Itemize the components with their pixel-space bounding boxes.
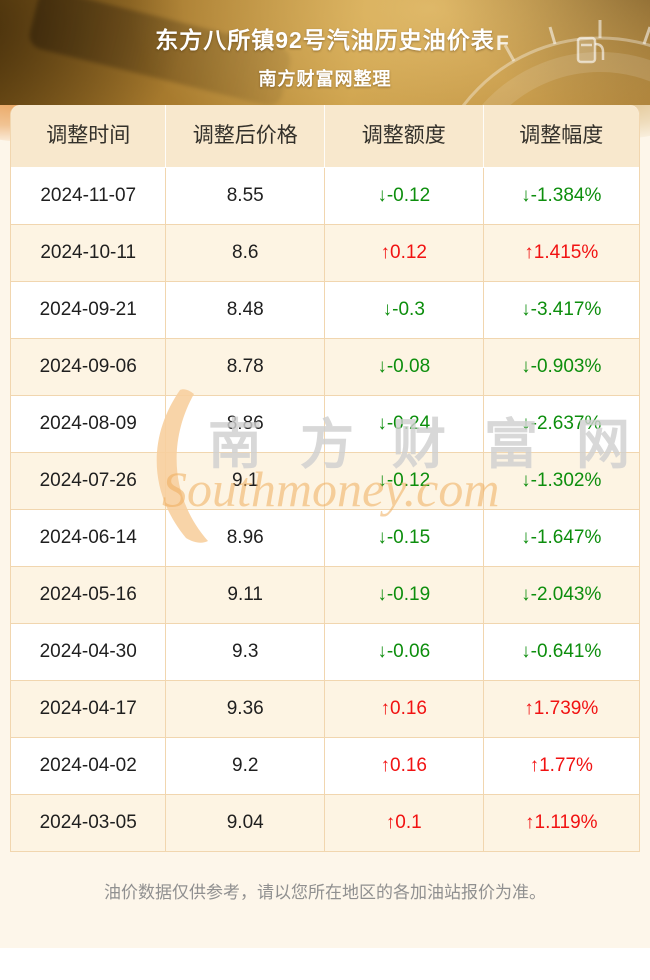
cell-price: 8.48 bbox=[166, 282, 325, 338]
cell-adjust-date: 2024-09-06 bbox=[11, 339, 167, 395]
cell-adjust-date: 2024-06-14 bbox=[11, 510, 167, 566]
table-row: 2024-06-14 8.96 ↓-0.15 ↓-1.647% bbox=[11, 509, 639, 566]
cell-adjust-date: 2024-05-16 bbox=[11, 567, 167, 623]
table-row: 2024-10-11 8.6 ↑0.12 ↑1.415% bbox=[11, 224, 639, 281]
header-adjust-rate: 调整幅度 bbox=[519, 124, 604, 147]
cell-price: 8.55 bbox=[166, 168, 325, 224]
cell-adjust-date: 2024-07-26 bbox=[11, 453, 167, 509]
cell-change-percent: ↓-1.302% bbox=[521, 470, 602, 491]
cell-change-percent: ↑1.119% bbox=[525, 812, 598, 833]
cell-price: 9.04 bbox=[166, 795, 325, 851]
cell-change-amount: ↑0.16 bbox=[325, 738, 484, 794]
cell-price: 9.3 bbox=[166, 624, 325, 680]
cell-price: 8.6 bbox=[166, 225, 325, 281]
cell-price: 8.78 bbox=[166, 339, 325, 395]
cell-change-amount: ↓-0.06 bbox=[325, 624, 484, 680]
header-adjusted-price: 调整后价格 bbox=[166, 105, 325, 167]
cell-change-percent: ↓-2.637% bbox=[521, 413, 602, 434]
disclaimer-text: 油价数据仅供参考，请以您所在地区的各加油站报价为准。 bbox=[104, 883, 546, 903]
footer: 油价数据仅供参考，请以您所在地区的各加油站报价为准。 bbox=[0, 839, 650, 948]
cell-change-amount: ↓-0.3 bbox=[325, 282, 484, 338]
page-title: 东方八所镇92号汽油历史油价表 bbox=[155, 27, 495, 53]
cell-change-amount: ↓-0.15 bbox=[325, 510, 484, 566]
table-row: 2024-07-26 9.1 ↓-0.12 ↓-1.302% bbox=[11, 452, 639, 509]
cell-change-percent: ↓-1.384% bbox=[521, 185, 602, 206]
cell-change-percent: ↓-0.903% bbox=[521, 356, 602, 377]
cell-change-percent: ↑1.77% bbox=[529, 755, 593, 776]
cell-adjust-date: 2024-10-11 bbox=[11, 225, 167, 281]
cell-change-amount: ↓-0.24 bbox=[325, 396, 484, 452]
cell-price: 9.11 bbox=[166, 567, 325, 623]
table-row: 2024-09-06 8.78 ↓-0.08 ↓-0.903% bbox=[11, 338, 639, 395]
cell-change-percent: ↑1.415% bbox=[524, 242, 599, 263]
table-row: 2024-08-09 8.86 ↓-0.24 ↓-2.637% bbox=[11, 395, 639, 452]
cell-change-percent: ↓-1.647% bbox=[521, 527, 602, 548]
cell-change-amount: ↑0.1 bbox=[325, 795, 484, 851]
cell-adjust-date: 2024-04-17 bbox=[11, 681, 167, 737]
cell-change-amount: ↑0.16 bbox=[325, 681, 484, 737]
cell-adjust-date: 2024-03-05 bbox=[11, 795, 167, 851]
fuel-pump-icon bbox=[576, 36, 605, 64]
cell-adjust-date: 2024-04-30 bbox=[11, 624, 167, 680]
table-row: 2024-03-05 9.04 ↑0.1 ↑1.119% bbox=[11, 794, 639, 851]
cell-price: 8.96 bbox=[166, 510, 325, 566]
page-subtitle: 南方财富网整理 bbox=[258, 69, 392, 89]
cell-adjust-date: 2024-08-09 bbox=[11, 396, 167, 452]
table-row: 2024-04-17 9.36 ↑0.16 ↑1.739% bbox=[11, 680, 639, 737]
cell-change-amount: ↓-0.12 bbox=[325, 453, 484, 509]
header-adjust-time: 调整时间 bbox=[11, 105, 167, 167]
cell-price: 9.1 bbox=[166, 453, 325, 509]
table-row: 2024-04-30 9.3 ↓-0.06 ↓-0.641% bbox=[11, 623, 639, 680]
cell-change-percent: ↑1.739% bbox=[524, 698, 599, 719]
cell-change-amount: ↓-0.08 bbox=[325, 339, 484, 395]
header-banner: F 东方八所镇92号汽油历史油价表 南方财富网整理 bbox=[0, 0, 650, 109]
table-row: 2024-09-21 8.48 ↓-0.3 ↓-3.417% bbox=[11, 281, 639, 338]
cell-price: 8.86 bbox=[166, 396, 325, 452]
cell-price: 9.2 bbox=[166, 738, 325, 794]
cell-adjust-date: 2024-04-02 bbox=[11, 738, 167, 794]
cell-change-amount: ↓-0.12 bbox=[325, 168, 484, 224]
cell-adjust-date: 2024-11-07 bbox=[11, 168, 167, 224]
cell-change-amount: ↑0.12 bbox=[325, 225, 484, 281]
bottom-white-strip bbox=[0, 948, 650, 980]
table-row: 2024-05-16 9.11 ↓-0.19 ↓-2.043% bbox=[11, 566, 639, 623]
cell-change-amount: ↓-0.19 bbox=[325, 567, 484, 623]
table-row: 2024-11-07 8.55 ↓-0.12 ↓-1.384% bbox=[11, 167, 639, 224]
cell-price: 9.36 bbox=[166, 681, 325, 737]
table-header-row: 调整时间 调整后价格 调整额度 调整幅度 bbox=[11, 105, 639, 167]
fuel-gauge-icon: F bbox=[461, 20, 650, 105]
cell-change-percent: ↓-3.417% bbox=[521, 299, 602, 320]
cell-change-percent: ↓-0.641% bbox=[521, 641, 602, 662]
table-row: 2024-04-02 9.2 ↑0.16 ↑1.77% bbox=[11, 737, 639, 794]
cell-change-percent: ↓-2.043% bbox=[521, 584, 602, 605]
gauge-full-label: F bbox=[496, 32, 509, 55]
price-table: 调整时间 调整后价格 调整额度 调整幅度 2024-11-07 8.55 ↓-0… bbox=[10, 105, 640, 852]
table-body: 2024-11-07 8.55 ↓-0.12 ↓-1.384% 2024-10-… bbox=[11, 167, 639, 851]
header-adjust-amount: 调整额度 bbox=[325, 105, 484, 167]
cell-adjust-date: 2024-09-21 bbox=[11, 282, 167, 338]
